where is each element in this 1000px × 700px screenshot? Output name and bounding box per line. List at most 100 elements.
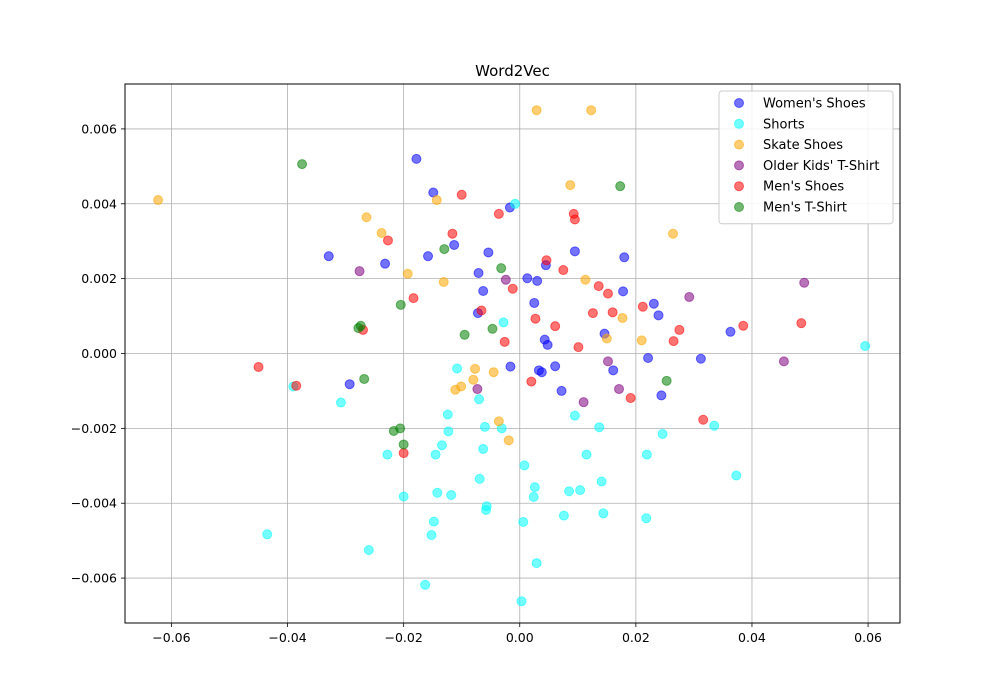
data-point xyxy=(428,516,439,527)
legend-marker xyxy=(734,118,744,129)
data-point xyxy=(601,333,612,344)
data-point xyxy=(344,379,355,390)
data-point xyxy=(684,291,695,302)
data-point xyxy=(618,286,629,297)
data-point xyxy=(531,558,542,569)
data-point xyxy=(657,428,668,439)
data-point xyxy=(778,356,789,367)
data-point xyxy=(608,365,619,376)
data-point xyxy=(503,435,514,446)
data-point xyxy=(558,265,569,276)
data-point xyxy=(615,181,626,192)
data-point xyxy=(478,443,489,454)
data-point xyxy=(596,476,607,487)
data-point xyxy=(481,504,492,515)
data-point xyxy=(500,274,511,285)
data-point xyxy=(530,313,541,324)
data-point xyxy=(472,384,483,395)
x-tick-label: −0.04 xyxy=(268,630,306,645)
data-point xyxy=(586,105,597,116)
data-point xyxy=(323,251,334,262)
data-point xyxy=(439,244,450,255)
y-tick-label: 0.006 xyxy=(81,121,117,136)
legend-marker xyxy=(734,202,744,212)
x-tick-label: 0.06 xyxy=(854,630,882,645)
data-point xyxy=(474,473,485,484)
data-point xyxy=(569,410,580,421)
data-point xyxy=(731,470,742,481)
data-point xyxy=(643,352,654,363)
data-point xyxy=(450,384,461,395)
data-point xyxy=(569,214,580,225)
data-point xyxy=(607,307,618,318)
data-point xyxy=(507,283,518,294)
data-point xyxy=(488,367,499,378)
data-point xyxy=(478,285,489,296)
data-point xyxy=(380,258,391,269)
data-point xyxy=(648,298,659,309)
data-point xyxy=(558,510,569,521)
data-point xyxy=(456,189,467,200)
data-point xyxy=(499,336,510,347)
data-point xyxy=(860,341,871,352)
data-point xyxy=(531,105,542,116)
data-point xyxy=(573,342,584,353)
data-point xyxy=(376,227,387,238)
data-point xyxy=(382,449,393,460)
data-point xyxy=(363,545,374,556)
data-points xyxy=(153,105,871,607)
x-tick-label: −0.06 xyxy=(152,630,190,645)
data-point xyxy=(695,353,706,364)
y-tick-label: 0.000 xyxy=(81,346,117,361)
data-point xyxy=(388,425,399,436)
legend-label: Shorts xyxy=(763,117,805,132)
data-point xyxy=(575,485,586,496)
data-point xyxy=(532,275,543,286)
data-point xyxy=(398,448,409,459)
data-point xyxy=(578,397,589,408)
legend-label: Older Kids' T-Shirt xyxy=(763,159,879,174)
data-point xyxy=(297,159,308,170)
data-point xyxy=(668,228,679,239)
legend-box xyxy=(718,90,894,225)
data-point xyxy=(536,367,547,378)
y-tick-label: −0.002 xyxy=(71,421,117,436)
data-point xyxy=(518,516,529,527)
y-tick-label: 0.002 xyxy=(81,271,117,286)
chart-title: Word2Vec xyxy=(475,62,550,80)
data-point xyxy=(443,426,454,437)
data-point xyxy=(408,293,419,304)
data-point xyxy=(602,288,613,299)
legend: Women's Shoes Shorts Skate Shoes Older Kids… xyxy=(718,90,894,225)
data-point xyxy=(656,390,667,401)
data-point xyxy=(474,394,485,405)
data-point xyxy=(442,409,453,420)
data-point xyxy=(619,252,630,263)
legend-label: Men's Shoes xyxy=(763,180,844,195)
data-point xyxy=(641,513,652,524)
y-axis-ticks: −0.006 −0.004 −0.002 0.000 0.002 0.004 0.006 xyxy=(71,121,125,586)
data-point xyxy=(637,301,648,312)
data-point xyxy=(593,281,604,292)
data-point xyxy=(550,361,561,372)
data-point xyxy=(493,416,504,427)
series-2 xyxy=(153,105,679,446)
data-point xyxy=(359,373,370,384)
data-point xyxy=(565,180,576,191)
data-point xyxy=(402,268,413,279)
data-point xyxy=(587,308,598,319)
data-point xyxy=(423,251,434,262)
legend-marker xyxy=(734,98,744,108)
data-point xyxy=(496,263,507,274)
data-point xyxy=(641,449,652,460)
data-point xyxy=(473,268,484,279)
data-point xyxy=(668,336,679,347)
data-point xyxy=(594,422,605,433)
data-point xyxy=(542,339,553,350)
data-point xyxy=(510,198,521,209)
data-point xyxy=(498,317,509,328)
data-point xyxy=(468,374,479,385)
data-point xyxy=(253,361,264,372)
data-point xyxy=(738,320,749,331)
